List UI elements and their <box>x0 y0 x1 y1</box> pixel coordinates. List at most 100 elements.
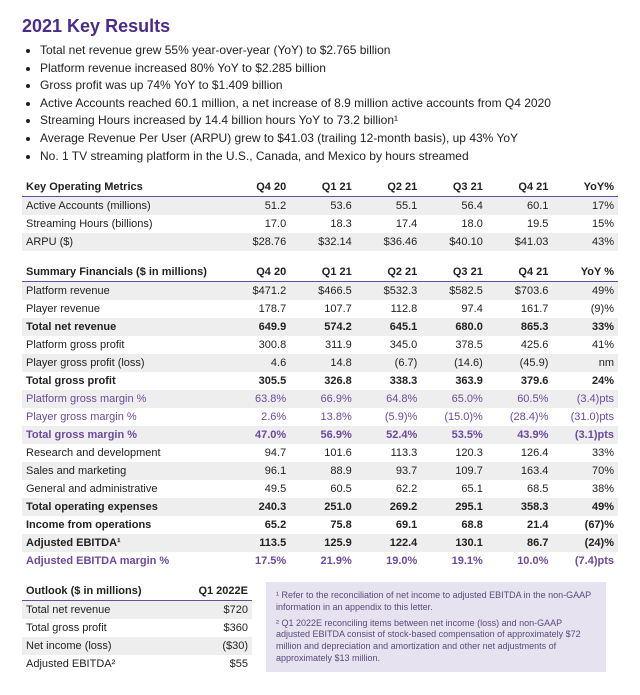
cell: Player gross profit (loss) <box>22 354 225 372</box>
cell: Platform revenue <box>22 282 225 301</box>
cell: 161.7 <box>487 300 553 318</box>
cell: (9)% <box>552 300 618 318</box>
cell: 113.5 <box>225 534 291 552</box>
cell: 19.1% <box>421 552 487 570</box>
cell: 49% <box>552 282 618 301</box>
cell: $41.03 <box>487 233 553 251</box>
cell: 19.5 <box>487 215 553 233</box>
cell: 55.1 <box>356 197 422 216</box>
cell: 88.9 <box>290 462 356 480</box>
col-header: Q4 21 <box>487 263 553 282</box>
cell: Player revenue <box>22 300 225 318</box>
table-row: Platform gross margin %63.8%66.9%64.8%65… <box>22 390 618 408</box>
cell: 2.6% <box>225 408 291 426</box>
cell: $532.3 <box>356 282 422 301</box>
footnotes: ¹ Refer to the reconciliation of net inc… <box>266 582 606 672</box>
cell: $28.76 <box>225 233 291 251</box>
cell: General and administrative <box>22 480 225 498</box>
cell: 19.0% <box>356 552 422 570</box>
cell: Income from operations <box>22 516 225 534</box>
page-title: 2021 Key Results <box>22 16 618 37</box>
table-row: Sales and marketing96.188.993.7109.7163.… <box>22 462 618 480</box>
cell: 47.0% <box>225 426 291 444</box>
cell: 295.1 <box>421 498 487 516</box>
cell: 363.9 <box>421 372 487 390</box>
cell: 56.4 <box>421 197 487 216</box>
cell: Adjusted EBITDA¹ <box>22 534 225 552</box>
col-header: Key Operating Metrics <box>22 178 225 197</box>
table-row: General and administrative49.560.562.265… <box>22 480 618 498</box>
summary-financials-table: Summary Financials ($ in millions)Q4 20Q… <box>22 263 618 570</box>
cell: 865.3 <box>487 318 553 336</box>
cell: 65.1 <box>421 480 487 498</box>
col-header: Q4 21 <box>487 178 553 197</box>
cell: 53.5% <box>421 426 487 444</box>
cell: 338.3 <box>356 372 422 390</box>
cell: 17.5% <box>225 552 291 570</box>
bullet-item: Platform revenue increased 80% YoY to $2… <box>40 61 618 77</box>
cell: 122.4 <box>356 534 422 552</box>
cell: $582.5 <box>421 282 487 301</box>
cell: 17% <box>552 197 618 216</box>
table-row: Player gross profit (loss)4.614.8(6.7)(1… <box>22 354 618 372</box>
cell: Platform gross profit <box>22 336 225 354</box>
cell: 62.2 <box>356 480 422 498</box>
cell: $36.46 <box>356 233 422 251</box>
cell: 13.8% <box>290 408 356 426</box>
cell: 101.6 <box>290 444 356 462</box>
cell: 93.7 <box>356 462 422 480</box>
cell: Total gross margin % <box>22 426 225 444</box>
cell: ARPU ($) <box>22 233 225 251</box>
cell: 69.1 <box>356 516 422 534</box>
cell: 96.1 <box>225 462 291 480</box>
table-row: Total net revenue649.9574.2645.1680.0865… <box>22 318 618 336</box>
cell: 163.4 <box>487 462 553 480</box>
table-row: Platform gross profit300.8311.9345.0378.… <box>22 336 618 354</box>
cell: 21.4 <box>487 516 553 534</box>
cell: (31.0)pts <box>552 408 618 426</box>
table-row: Platform revenue$471.2$466.5$532.3$582.5… <box>22 282 618 301</box>
cell: 66.9% <box>290 390 356 408</box>
cell: 43.9% <box>487 426 553 444</box>
cell: 10.0% <box>487 552 553 570</box>
footnote-1: ¹ Refer to the reconciliation of net inc… <box>276 590 596 613</box>
table-row: Total net revenue$720 <box>22 601 252 620</box>
cell: Total operating expenses <box>22 498 225 516</box>
bullet-item: Streaming Hours increased by 14.4 billio… <box>40 113 618 129</box>
cell: 70% <box>552 462 618 480</box>
cell: 574.2 <box>290 318 356 336</box>
cell: 251.0 <box>290 498 356 516</box>
cell: 60.5% <box>487 390 553 408</box>
table-row: Total gross profit$360 <box>22 619 252 637</box>
cell: 41% <box>552 336 618 354</box>
cell: 86.7 <box>487 534 553 552</box>
col-header: Q4 20 <box>225 263 291 282</box>
cell: 126.4 <box>487 444 553 462</box>
table-row: Active Accounts (millions)51.253.655.156… <box>22 197 618 216</box>
cell: 17.4 <box>356 215 422 233</box>
col-header: YoY% <box>552 178 618 197</box>
cell: 18.3 <box>290 215 356 233</box>
cell: Adjusted EBITDA² <box>22 655 172 673</box>
cell: 649.9 <box>225 318 291 336</box>
cell: 425.6 <box>487 336 553 354</box>
table-row: Adjusted EBITDA¹113.5125.9122.4130.186.7… <box>22 534 618 552</box>
outlook-table: Outlook ($ in millions)Q1 2022E Total ne… <box>22 582 252 673</box>
cell: 15% <box>552 215 618 233</box>
cell: 38% <box>552 480 618 498</box>
bullet-item: Average Revenue Per User (ARPU) grew to … <box>40 131 618 147</box>
cell: Total net revenue <box>22 601 172 620</box>
cell: (3.1)pts <box>552 426 618 444</box>
cell: 49.5 <box>225 480 291 498</box>
table-row: Player gross margin %2.6%13.8%(5.9)%(15.… <box>22 408 618 426</box>
cell: 109.7 <box>421 462 487 480</box>
table-row: Adjusted EBITDA margin %17.5%21.9%19.0%1… <box>22 552 618 570</box>
cell: 240.3 <box>225 498 291 516</box>
col-header: Q3 21 <box>421 263 487 282</box>
cell: (67)% <box>552 516 618 534</box>
col-header: Outlook ($ in millions) <box>22 582 172 601</box>
cell: 51.2 <box>225 197 291 216</box>
cell: Platform gross margin % <box>22 390 225 408</box>
cell: 63.8% <box>225 390 291 408</box>
cell: 24% <box>552 372 618 390</box>
